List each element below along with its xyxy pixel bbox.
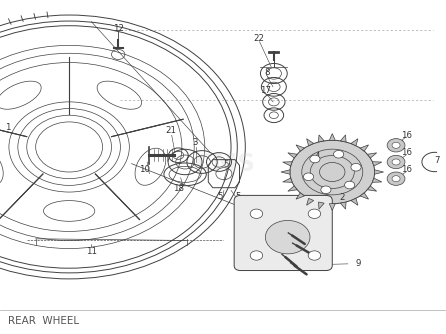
- Text: 22: 22: [253, 34, 264, 42]
- Polygon shape: [296, 193, 305, 199]
- Text: 7: 7: [434, 157, 440, 165]
- Circle shape: [303, 173, 314, 181]
- Text: 5: 5: [223, 160, 229, 169]
- Circle shape: [345, 181, 355, 189]
- Text: 17: 17: [260, 86, 271, 95]
- Text: 5: 5: [236, 192, 241, 200]
- Text: 16: 16: [401, 132, 412, 140]
- Polygon shape: [351, 139, 358, 146]
- Text: REAR  WHEEL: REAR WHEEL: [8, 316, 79, 326]
- Circle shape: [250, 251, 263, 260]
- Circle shape: [387, 172, 405, 185]
- Circle shape: [250, 209, 263, 218]
- FancyBboxPatch shape: [234, 195, 332, 271]
- Circle shape: [321, 186, 331, 194]
- Text: 16: 16: [401, 165, 412, 174]
- Polygon shape: [283, 162, 292, 166]
- Text: 1: 1: [5, 123, 11, 132]
- Text: 19: 19: [312, 234, 323, 243]
- Text: 19: 19: [308, 220, 318, 229]
- Text: 11: 11: [86, 247, 97, 256]
- Circle shape: [387, 139, 405, 152]
- Circle shape: [392, 159, 400, 165]
- Circle shape: [387, 155, 405, 169]
- Text: 5: 5: [217, 192, 223, 200]
- Polygon shape: [281, 170, 290, 174]
- Text: CMS: CMS: [194, 152, 256, 176]
- Polygon shape: [372, 162, 382, 166]
- Polygon shape: [288, 153, 297, 158]
- Circle shape: [310, 155, 320, 163]
- Text: 19: 19: [304, 247, 315, 256]
- Polygon shape: [318, 135, 324, 142]
- Polygon shape: [372, 178, 382, 182]
- Text: 2: 2: [340, 193, 345, 202]
- Circle shape: [308, 209, 321, 218]
- Polygon shape: [307, 198, 314, 205]
- Polygon shape: [360, 145, 368, 151]
- Polygon shape: [340, 202, 346, 209]
- Text: 9: 9: [355, 259, 361, 268]
- Text: 4: 4: [314, 153, 320, 161]
- Text: 18: 18: [173, 184, 184, 193]
- Circle shape: [392, 142, 400, 148]
- Polygon shape: [368, 153, 377, 158]
- Polygon shape: [296, 145, 305, 151]
- Ellipse shape: [265, 220, 310, 254]
- Polygon shape: [288, 186, 297, 191]
- Polygon shape: [368, 186, 377, 191]
- Polygon shape: [329, 204, 335, 210]
- Text: 12: 12: [113, 24, 124, 32]
- Polygon shape: [329, 134, 335, 140]
- Circle shape: [308, 251, 321, 260]
- Text: 16: 16: [393, 140, 404, 149]
- Polygon shape: [360, 193, 368, 199]
- Circle shape: [290, 140, 375, 204]
- Polygon shape: [351, 198, 358, 205]
- Text: 8: 8: [264, 68, 269, 76]
- Text: 10: 10: [140, 165, 150, 173]
- Polygon shape: [375, 170, 384, 174]
- Polygon shape: [318, 202, 324, 209]
- Text: 21: 21: [165, 127, 176, 135]
- Circle shape: [392, 176, 400, 182]
- Circle shape: [334, 150, 344, 158]
- Text: 19: 19: [309, 258, 320, 267]
- Text: 16: 16: [401, 148, 412, 157]
- Polygon shape: [283, 178, 292, 182]
- Circle shape: [351, 163, 361, 171]
- Polygon shape: [307, 139, 314, 146]
- Text: 3: 3: [193, 138, 198, 147]
- Polygon shape: [340, 135, 346, 142]
